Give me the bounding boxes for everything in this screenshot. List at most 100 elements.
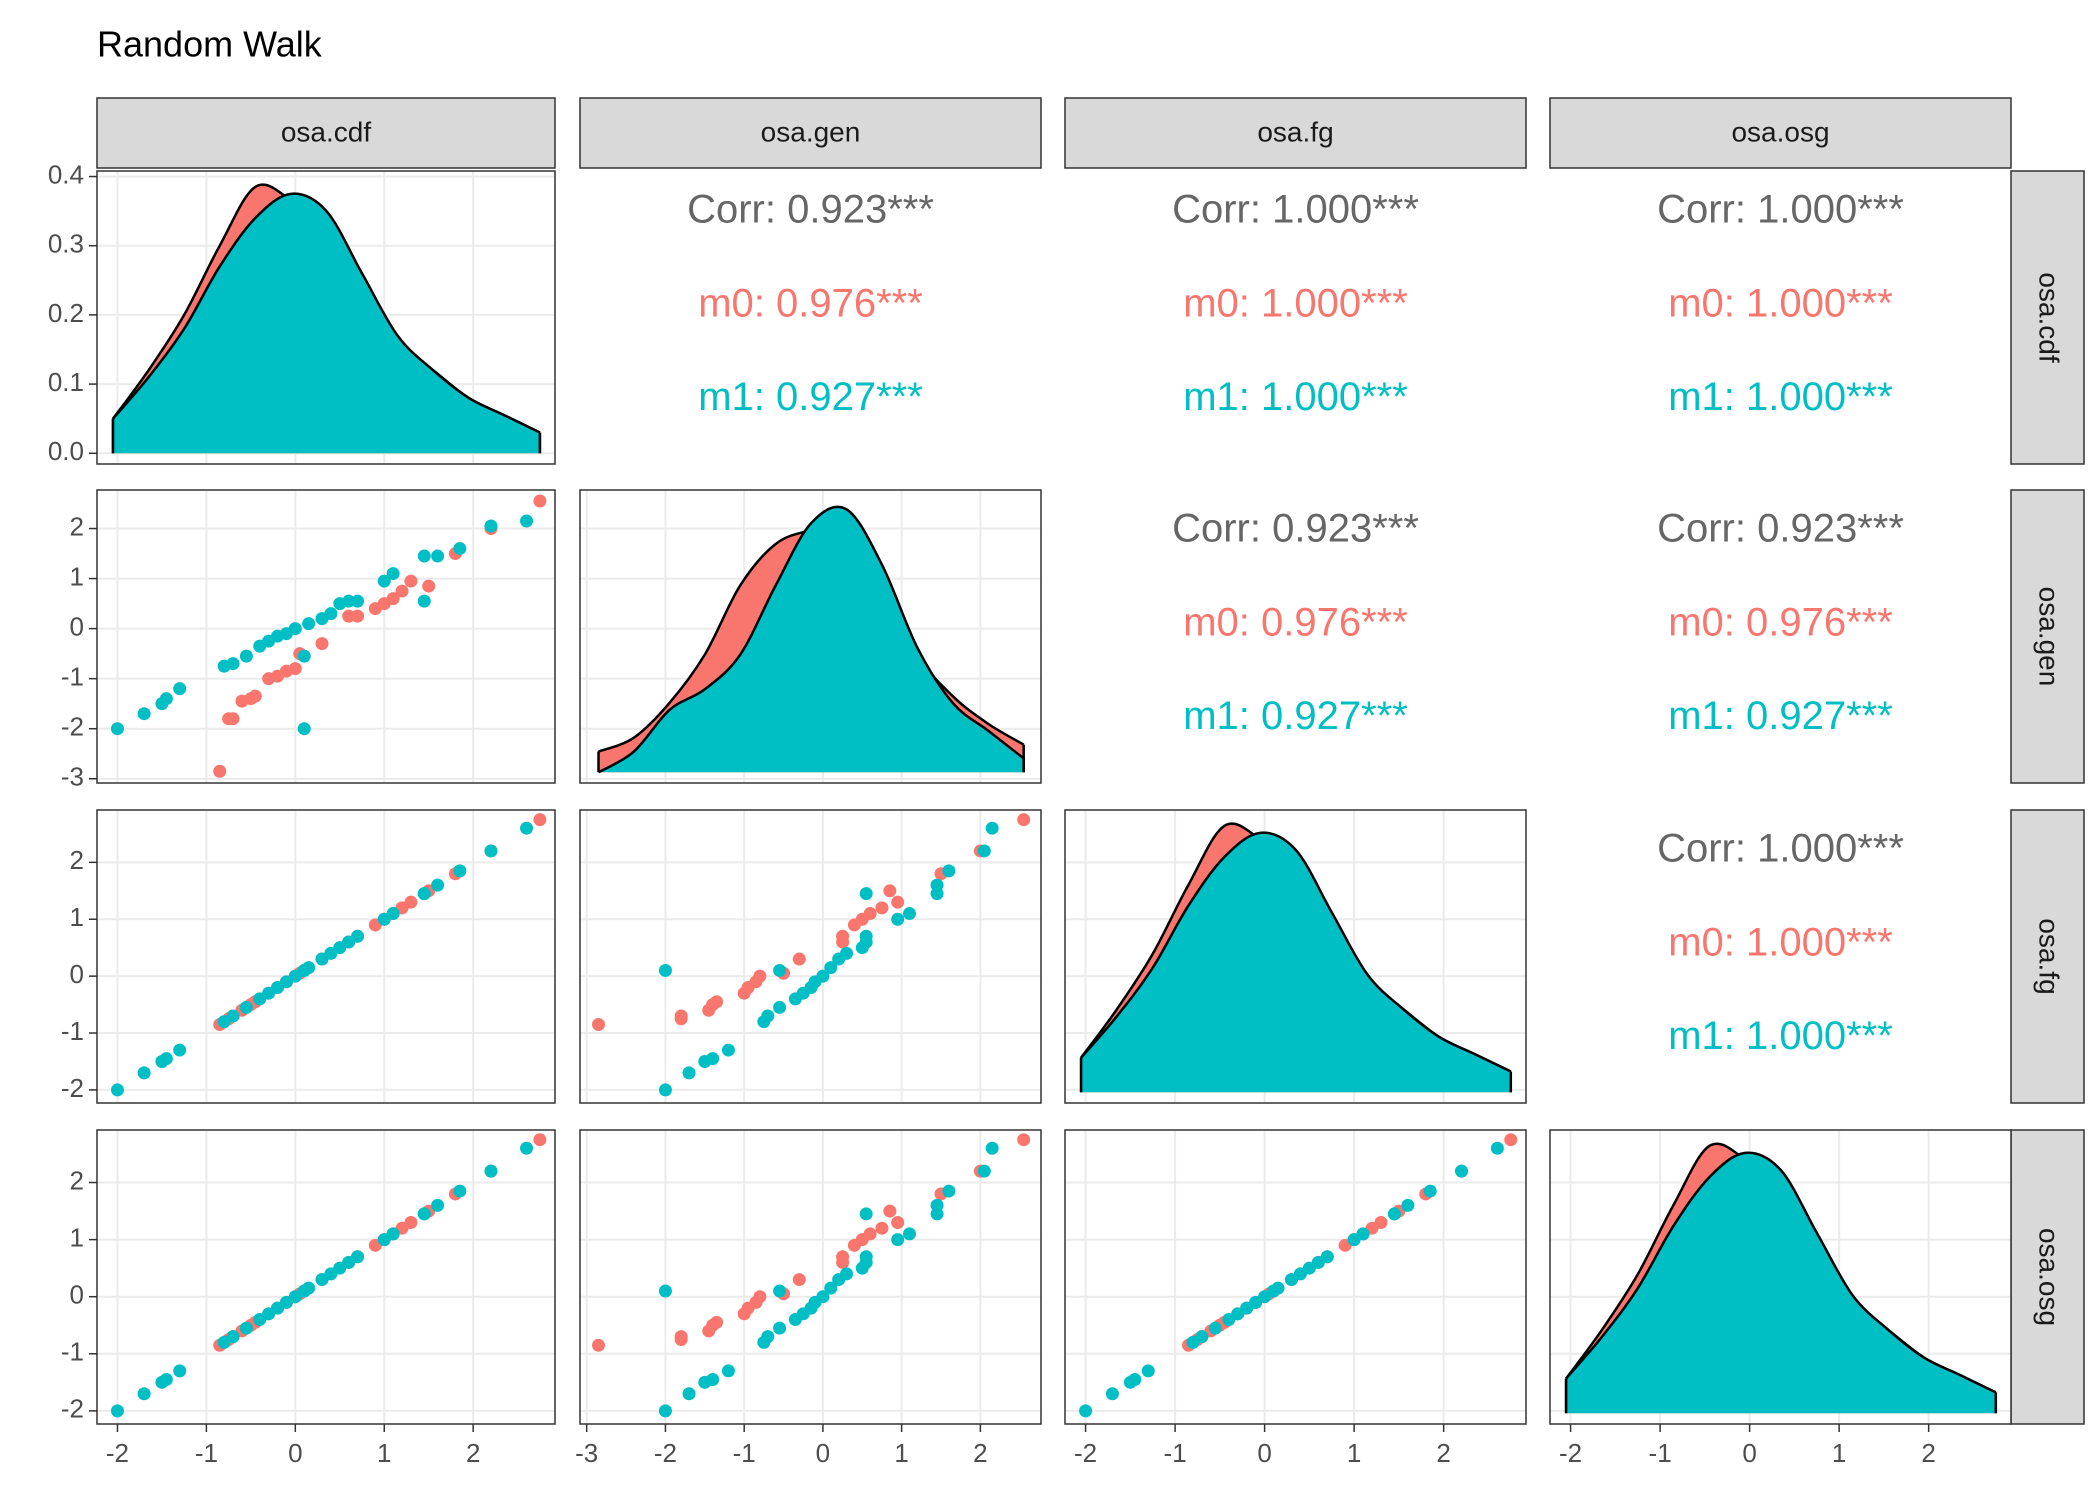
point: [875, 1221, 889, 1235]
point: [658, 963, 672, 977]
density-line: [112, 192, 541, 434]
point: [1423, 1184, 1437, 1198]
chart-title: Random Walk: [97, 24, 323, 65]
density-area: [598, 506, 1024, 773]
point: [110, 1083, 124, 1097]
y-tick-label: -1: [61, 1337, 84, 1367]
panel-content: [110, 813, 547, 1097]
panel: [579, 809, 1042, 1104]
corr-label: Corr: 0.923***: [1657, 507, 1904, 551]
corr-label: Corr: 0.923***: [1172, 507, 1419, 551]
density-area: [113, 193, 540, 454]
point: [891, 912, 905, 926]
point: [417, 549, 431, 563]
point: [351, 594, 365, 608]
x-tick-label: 2: [466, 1438, 480, 1468]
point: [891, 1215, 905, 1229]
point: [706, 1372, 720, 1386]
x-tick-label: -2: [654, 1438, 677, 1468]
point: [592, 1017, 606, 1031]
y-tick-label: 1: [70, 561, 84, 591]
corr-group-label: m0: 0.976***: [698, 281, 923, 325]
point: [377, 574, 391, 588]
point: [1374, 1215, 1388, 1229]
point: [891, 895, 905, 909]
corr-label: Corr: 1.000***: [1657, 827, 1904, 871]
panel: [96, 489, 556, 784]
panel-border: [579, 489, 1042, 784]
y-tick-label: 1: [70, 1222, 84, 1252]
point: [159, 692, 173, 706]
point: [351, 929, 365, 943]
density-line: [597, 505, 1025, 774]
x-tick-label: -2: [106, 1438, 129, 1468]
point: [453, 864, 467, 878]
point: [226, 712, 240, 726]
point: [985, 821, 999, 835]
panel-border: [96, 809, 556, 1104]
point: [159, 1372, 173, 1386]
point: [137, 707, 151, 721]
panel-content: [1564, 1142, 1998, 1414]
x-tick-label: 2: [973, 1438, 987, 1468]
point: [1208, 1321, 1222, 1335]
point: [859, 929, 873, 943]
point: [859, 887, 873, 901]
point: [706, 1052, 720, 1066]
x-tick-label: -3: [575, 1438, 598, 1468]
panel-background: [580, 810, 1041, 1103]
point: [453, 542, 467, 556]
corr-label: Corr: 0.923***: [687, 188, 934, 232]
strip-label: osa.osg: [1731, 116, 1829, 147]
panel: [96, 170, 556, 465]
strip-top: [579, 97, 1042, 169]
strip-top: [1549, 97, 2012, 169]
point: [977, 1164, 991, 1178]
point: [297, 649, 311, 663]
point: [315, 637, 329, 651]
panel: [96, 809, 556, 1104]
corr-group-label: m1: 0.927***: [1668, 694, 1893, 738]
point: [417, 594, 431, 608]
panel-content: [110, 1133, 547, 1418]
panel-content: [110, 494, 547, 778]
x-tick-label: 0: [288, 1438, 302, 1468]
point: [404, 1215, 418, 1229]
y-tick-label: 0.4: [48, 159, 84, 189]
x-tick-label: 1: [1832, 1438, 1846, 1468]
y-tick-label: 0: [70, 959, 84, 989]
point: [658, 1284, 672, 1298]
point: [903, 907, 917, 921]
point: [351, 1250, 365, 1264]
point: [533, 1133, 547, 1147]
point: [592, 1338, 606, 1352]
point: [137, 1387, 151, 1401]
point: [658, 1404, 672, 1418]
point: [417, 1207, 431, 1221]
corr-label: Corr: 1.000***: [1657, 188, 1904, 232]
y-tick-label: -2: [61, 712, 84, 742]
point: [431, 878, 445, 892]
panel-content: [592, 1133, 1031, 1418]
point: [859, 1207, 873, 1221]
point: [159, 1052, 173, 1066]
point: [288, 662, 302, 676]
x-tick-label: 2: [1436, 1438, 1450, 1468]
y-tick-label: 0.2: [48, 298, 84, 328]
panel-content: [597, 505, 1025, 774]
point: [386, 907, 400, 921]
x-tick-label: -1: [1164, 1438, 1187, 1468]
x-tick-label: 0: [816, 1438, 830, 1468]
point: [386, 592, 400, 606]
point: [942, 1184, 956, 1198]
x-tick-label: 1: [894, 1438, 908, 1468]
y-tick-label: 1: [70, 902, 84, 932]
corr-group-label: m1: 1.000***: [1183, 375, 1408, 419]
point: [213, 764, 227, 778]
x-tick-label: -1: [1649, 1438, 1672, 1468]
point: [173, 682, 187, 696]
y-tick-label: -1: [61, 1016, 84, 1046]
y-tick-label: 0: [70, 1280, 84, 1310]
panel: [96, 1129, 556, 1425]
point: [753, 1290, 767, 1304]
